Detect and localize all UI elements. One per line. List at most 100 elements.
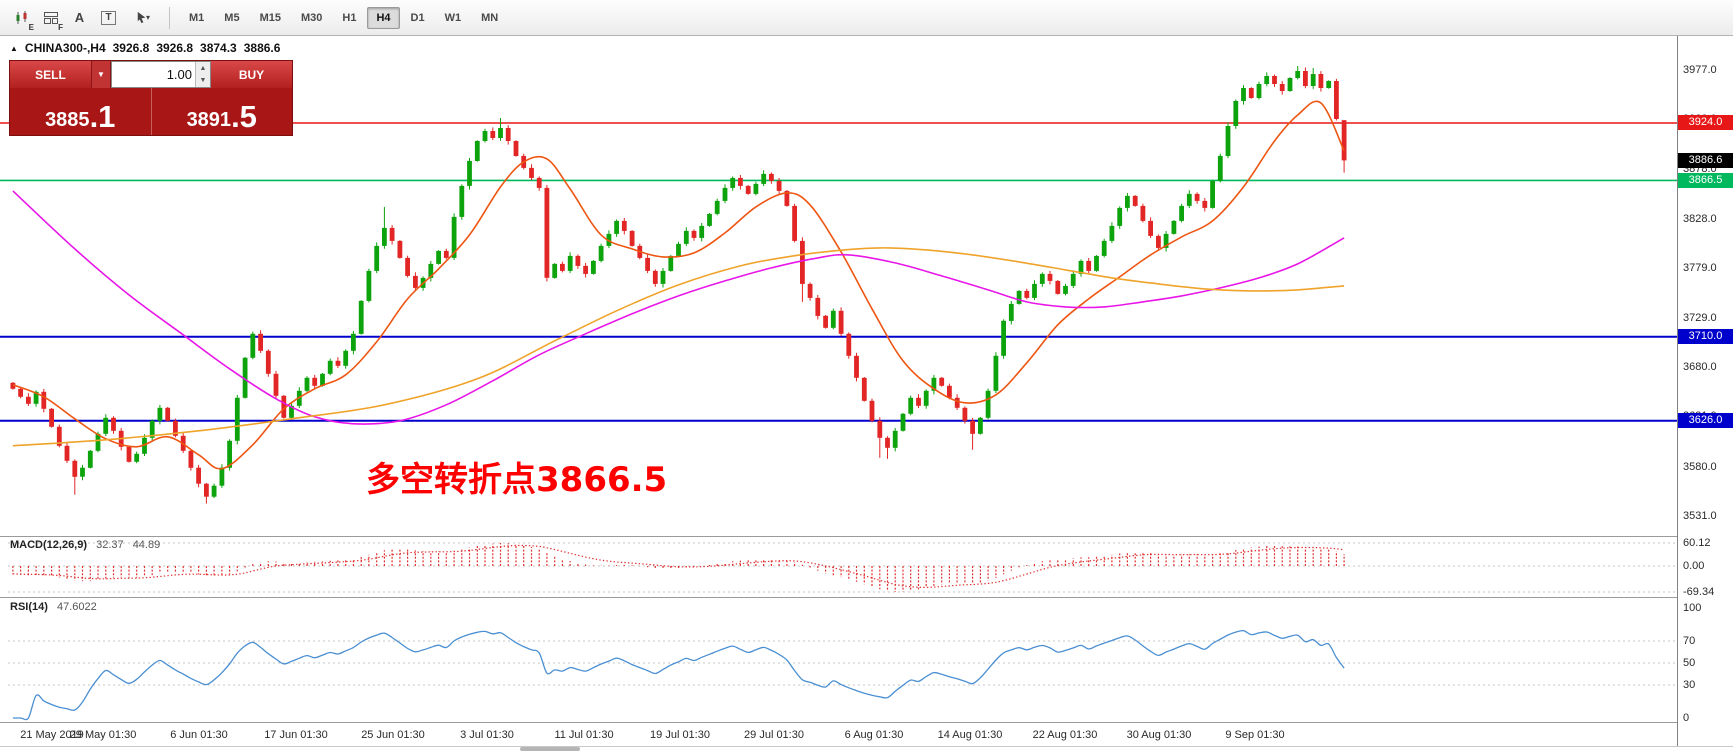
icon-sub-label: E bbox=[28, 23, 34, 32]
trade-controls-row: SELL ▼ ▲ ▼ BUY bbox=[10, 61, 292, 88]
buy-price-pips: .5 bbox=[231, 98, 257, 134]
price-tick-label: 3531.0 bbox=[1683, 509, 1717, 522]
rsi-axis-label: 0 bbox=[1683, 712, 1690, 724]
timeframe-m5-button[interactable]: M5 bbox=[224, 11, 240, 24]
level-price-badge: 3710.0 bbox=[1678, 329, 1733, 345]
rsi-axis-label: 100 bbox=[1683, 602, 1702, 614]
timeframe-m1-button[interactable]: M1 bbox=[189, 11, 205, 24]
top-toolbar: E F A T ▾ M1 M5 M15 M30 H1 H4 D1 W1 MN bbox=[0, 0, 1733, 36]
macd-signal-value: 44.89 bbox=[132, 539, 161, 551]
insert-text-icon[interactable]: A bbox=[66, 4, 93, 31]
tiles-icon bbox=[43, 11, 58, 24]
macd-axis-label: 60.12 bbox=[1683, 537, 1711, 549]
price-divider bbox=[150, 88, 152, 135]
pointer-icon bbox=[137, 11, 146, 24]
candles-group bbox=[10, 66, 1347, 504]
time-axis-label: 17 Jun 01:30 bbox=[264, 729, 328, 741]
price-tick-label: 3580.0 bbox=[1683, 460, 1717, 473]
icon-sub-label: F bbox=[58, 23, 63, 32]
ohlc-open: 3926.8 bbox=[112, 41, 150, 55]
current-price-badge: 3886.6 bbox=[1678, 152, 1733, 168]
price-tick-label: 3828.0 bbox=[1683, 212, 1717, 225]
time-axis-label: 14 Aug 01:30 bbox=[937, 729, 1003, 741]
symbol-name: CHINA300-,H4 bbox=[24, 41, 106, 55]
toolbar-separator bbox=[169, 6, 170, 29]
price-tick-label: 3680.0 bbox=[1683, 360, 1717, 373]
title-marker-icon: ▲ bbox=[10, 43, 18, 53]
buy-price-main: 3891 bbox=[186, 109, 232, 131]
panel-separator-rsi[interactable] bbox=[0, 597, 1733, 598]
buy-button[interactable]: BUY bbox=[211, 61, 292, 88]
spin-down-icon[interactable]: ▼ bbox=[196, 74, 210, 87]
panel-separator-timeaxis bbox=[0, 722, 1733, 723]
time-axis-label: 30 Aug 01:30 bbox=[1126, 729, 1192, 741]
volume-input[interactable] bbox=[112, 62, 195, 87]
macd-axis-label: 0.00 bbox=[1683, 560, 1705, 572]
sell-price[interactable]: 3885 .1 bbox=[10, 88, 151, 135]
volume-spinner: ▲ ▼ bbox=[195, 62, 210, 87]
price-axis[interactable]: 3977.03928.03878.03828.03779.03729.03680… bbox=[1677, 36, 1733, 746]
rsi-name: RSI(14) bbox=[10, 601, 48, 613]
rsi-axis-label: 50 bbox=[1683, 657, 1696, 669]
macd-indicator-label: MACD(12,26,9) 32.37 44.89 bbox=[10, 539, 160, 551]
time-axis-label: 6 Aug 01:30 bbox=[844, 729, 904, 741]
horizontal-scrollbar-thumb[interactable] bbox=[520, 747, 580, 751]
ohlc-close: 3886.6 bbox=[243, 41, 281, 55]
macd-main-value: 32.37 bbox=[96, 539, 124, 551]
indicator-gridlines bbox=[8, 542, 1677, 686]
timeframe-mn-button[interactable]: MN bbox=[481, 11, 499, 24]
rsi-axis-label: 70 bbox=[1683, 635, 1696, 647]
chart-title: ▲ CHINA300-,H4 3926.8 3926.8 3874.3 3886… bbox=[10, 41, 280, 55]
rsi-axis-label: 30 bbox=[1683, 679, 1696, 691]
time-axis-label: 19 Jul 01:30 bbox=[650, 729, 710, 741]
volume-box: ▲ ▼ bbox=[111, 61, 211, 88]
rsi-value: 47.6022 bbox=[56, 601, 97, 613]
time-axis-label: 21 May 2019 bbox=[20, 729, 84, 741]
text-label-icon[interactable]: T bbox=[95, 4, 122, 31]
ohlc-low: 3874.3 bbox=[200, 41, 237, 55]
price-tick-label: 3779.0 bbox=[1683, 261, 1717, 274]
quote-prices-row: 3885 .1 3891 .5 bbox=[10, 88, 292, 135]
timeframe-m15-button[interactable]: M15 bbox=[259, 11, 281, 24]
horizontal-level-lines bbox=[0, 122, 1677, 422]
bottom-separator bbox=[0, 746, 1733, 747]
spin-up-icon[interactable]: ▲ bbox=[196, 62, 210, 75]
timeframe-w1-button[interactable]: W1 bbox=[444, 11, 462, 24]
level-price-badge: 3924.0 bbox=[1678, 115, 1733, 131]
chart-windows-icon[interactable]: F bbox=[37, 4, 64, 32]
timeframe-h1-button[interactable]: H1 bbox=[342, 11, 357, 24]
timeframe-m30-button[interactable]: M30 bbox=[300, 11, 323, 24]
sell-price-pips: .1 bbox=[89, 98, 116, 134]
letter-t-icon: T bbox=[101, 10, 116, 25]
volume-dropdown[interactable]: ▼ bbox=[91, 61, 111, 88]
price-tick-label: 3977.0 bbox=[1683, 64, 1717, 76]
time-axis-label: 25 Jun 01:30 bbox=[361, 729, 425, 741]
cursor-tool-icon[interactable]: ▾ bbox=[124, 4, 160, 31]
letter-a-icon: A bbox=[74, 10, 85, 25]
timeframe-d1-button[interactable]: D1 bbox=[410, 11, 425, 24]
macd-signal-line bbox=[12, 544, 1345, 589]
macd-name: MACD(12,26,9) bbox=[10, 539, 88, 551]
macd-axis-label: -69.34 bbox=[1683, 586, 1715, 598]
time-axis-label: 22 Aug 01:30 bbox=[1032, 729, 1098, 741]
time-axis[interactable]: 21 May 2019 29 May 01:30 6 Jun 01:30 17 Jun… bbox=[0, 723, 1677, 746]
time-axis-label: 11 Jul 01:30 bbox=[554, 729, 614, 741]
buy-price[interactable]: 3891 .5 bbox=[152, 88, 293, 135]
level-price-badge: 3866.5 bbox=[1678, 172, 1733, 188]
price-tick-label: 3729.0 bbox=[1683, 311, 1717, 324]
ma-line-medium bbox=[12, 190, 1345, 425]
one-click-trading-panel: SELL ▼ ▲ ▼ BUY 3885 .1 3891 .5 bbox=[9, 60, 293, 136]
chart-styles-icon[interactable]: E bbox=[8, 4, 35, 32]
time-axis-label: 29 May 01:30 bbox=[69, 729, 137, 741]
rsi-indicator-label: RSI(14) 47.6022 bbox=[10, 601, 97, 613]
panel-separator-macd[interactable] bbox=[0, 536, 1733, 537]
sell-button[interactable]: SELL bbox=[10, 61, 91, 88]
candlestick-icon bbox=[16, 10, 26, 24]
timeframe-group: M1 M5 M15 M30 H1 H4 D1 W1 MN bbox=[179, 6, 508, 29]
chart-annotation: 多空转折点3866.5 bbox=[366, 460, 668, 500]
time-axis-label: 9 Sep 01:30 bbox=[1225, 729, 1285, 741]
rsi-line bbox=[12, 629, 1345, 721]
chevron-down-icon: ▾ bbox=[145, 13, 150, 22]
timeframe-h4-button[interactable]: H4 bbox=[367, 6, 400, 29]
